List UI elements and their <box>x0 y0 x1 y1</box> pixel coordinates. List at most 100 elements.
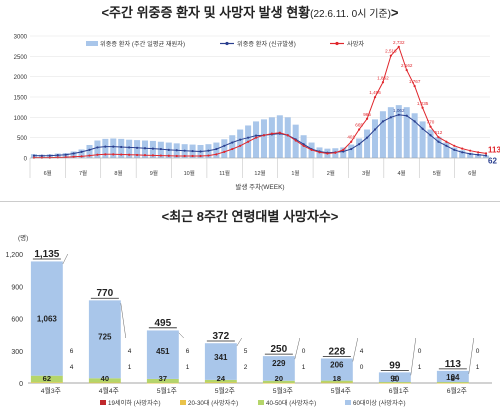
age4050-label: 62 <box>43 374 51 383</box>
severe-new-point <box>207 149 210 152</box>
bar-segment-3 <box>320 358 353 381</box>
legend-swatch-3 <box>345 400 351 405</box>
side-label-2030: 4 <box>360 348 364 355</box>
side-label-2030: 6 <box>186 348 190 355</box>
bar-segment-2 <box>146 378 179 383</box>
weekly-bar <box>276 115 283 158</box>
y-tick-label: 2000 <box>14 75 28 81</box>
bar-segment-2 <box>262 380 295 383</box>
severe-new-point <box>469 152 472 156</box>
deaths-point <box>453 144 456 147</box>
age4050-label: 37 <box>159 374 167 383</box>
bar-segment-3 <box>436 370 469 383</box>
age60-label: 90 <box>390 374 399 383</box>
deaths-point <box>207 154 210 157</box>
deaths-point <box>381 81 385 84</box>
y-tick-label: 0 <box>24 157 28 163</box>
legend-label-red: 사망자 <box>347 40 364 48</box>
deaths-point <box>143 154 147 157</box>
deaths-point <box>429 125 432 128</box>
data-label-red: 1,767 <box>409 79 421 84</box>
weekly-bar <box>134 140 141 158</box>
weekly-bar <box>229 135 236 158</box>
age60-label: 341 <box>214 353 228 362</box>
bar-segment-1 <box>30 382 63 383</box>
data-label-red: 401 <box>347 135 355 140</box>
bar-segment-1 <box>88 382 121 384</box>
weekly-bar <box>411 113 418 158</box>
weekly-bar <box>118 138 125 158</box>
deaths-point <box>342 148 345 151</box>
severe-new-point <box>96 146 99 149</box>
weekly-bar <box>459 150 466 158</box>
weekly-bar <box>356 138 363 158</box>
category-label: 4월3주 <box>41 386 61 395</box>
deaths-point <box>167 154 170 157</box>
deaths-point <box>72 155 75 158</box>
weekly-bar <box>379 111 386 158</box>
y-tick-label: 500 <box>17 136 28 142</box>
month-label: 10월 <box>184 169 195 177</box>
deaths-point <box>286 134 289 137</box>
month-label: 11월 <box>219 169 230 177</box>
total-label: 770 <box>97 288 114 299</box>
top-title-end: > <box>390 5 399 20</box>
weekly-bar <box>86 144 93 158</box>
deaths-point <box>373 96 377 99</box>
legend-swatch-bar <box>86 41 98 46</box>
weekly-bar <box>221 139 228 158</box>
severe-new-point <box>445 144 448 147</box>
bar-segment-3 <box>30 261 63 376</box>
y-unit-label: (명) <box>18 233 28 242</box>
deaths-point <box>318 151 321 154</box>
deaths-point <box>175 154 178 158</box>
deaths-point <box>421 106 424 109</box>
weekly-bar <box>260 119 267 158</box>
data-label-red: 965 <box>363 112 371 117</box>
side-label-teen: 1 <box>476 364 480 371</box>
data-label-red: 512 <box>435 130 443 135</box>
severe-new-point <box>397 113 400 116</box>
y-tick-label: 1500 <box>14 96 28 102</box>
weekly-bar <box>126 139 133 158</box>
y-tick-label: 900 <box>11 284 23 291</box>
deaths-point <box>247 140 250 143</box>
severe-new-point <box>365 136 369 139</box>
side-label-2030: 0 <box>302 348 306 355</box>
legend-marker-blue <box>225 41 229 46</box>
deaths-point <box>326 152 329 155</box>
data-label-red: 1,496 <box>369 90 381 95</box>
severe-new-point <box>120 145 123 149</box>
severe-new-point <box>80 150 83 153</box>
age4050-label: 24 <box>217 374 226 383</box>
section-divider <box>0 201 500 202</box>
legend-label-bar: 위중증 환자 (주간 일평균 재원자) <box>100 40 185 48</box>
severe-new-point <box>56 154 59 157</box>
data-label-red: 2,162 <box>401 63 413 68</box>
deaths-point <box>358 128 361 131</box>
side-label-2030: 6 <box>70 348 74 355</box>
age60-label: 1,063 <box>37 314 58 323</box>
weekly-bar <box>268 117 275 158</box>
deaths-point <box>397 45 400 48</box>
deaths-point <box>278 131 281 134</box>
side-bracket <box>178 332 184 339</box>
category-label: 6월1주 <box>389 386 409 395</box>
legend-marker-red <box>335 41 339 46</box>
bar-segment-3 <box>262 356 295 381</box>
severe-new-point <box>72 152 75 155</box>
weekly-bar <box>403 107 410 158</box>
data-label-red: 1,862 <box>377 75 389 80</box>
deaths-point <box>80 155 83 158</box>
deaths-point <box>254 136 258 139</box>
weekly-bar <box>237 129 244 158</box>
severe-new-point <box>239 138 242 141</box>
severe-new-point <box>453 148 456 151</box>
data-label-red: 770 <box>427 120 435 125</box>
severe-new-point <box>104 145 107 148</box>
age60-label: 725 <box>98 333 112 342</box>
side-label-2030: 0 <box>418 348 422 355</box>
severe-new-point <box>215 147 218 151</box>
bottom-chart-title: <최근 8주간 연령대별 사망자수> <box>0 206 500 226</box>
